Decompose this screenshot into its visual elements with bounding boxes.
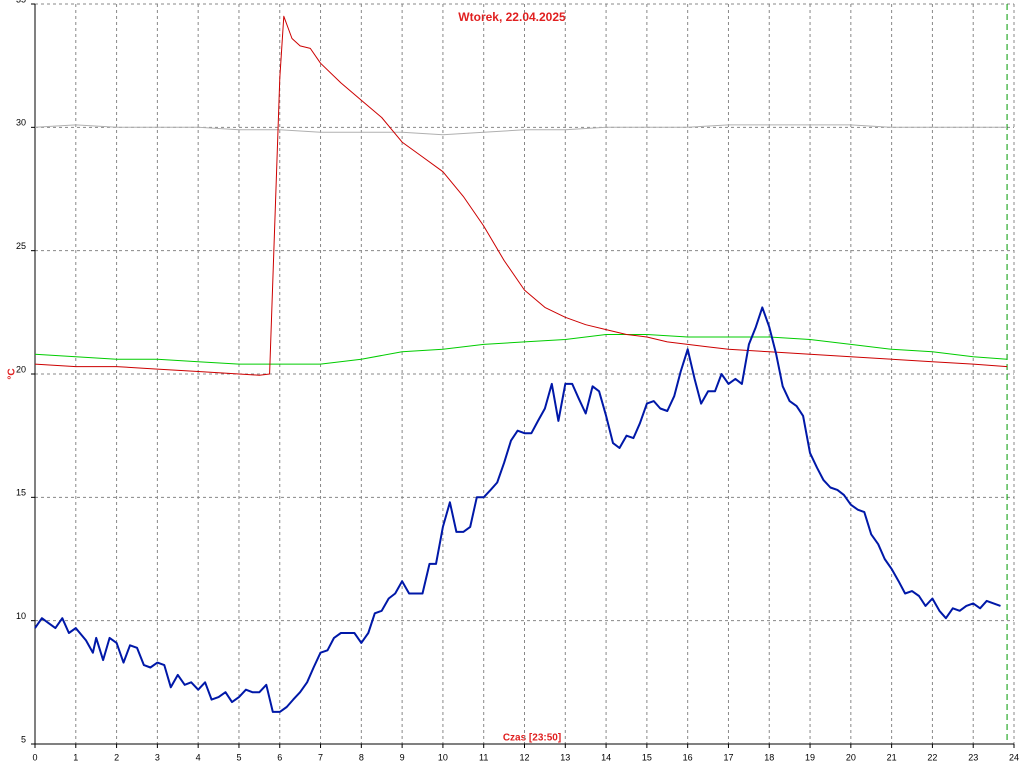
x-tick-label: 11 bbox=[479, 752, 488, 762]
x-tick-label: 15 bbox=[642, 752, 652, 762]
x-tick-label: 24 bbox=[1009, 752, 1019, 762]
x-tick-label: 12 bbox=[519, 752, 529, 762]
y-tick-label: 10 bbox=[16, 611, 26, 621]
y-tick-label: 35 bbox=[16, 0, 26, 4]
x-tick-label: 22 bbox=[927, 752, 937, 762]
series-line bbox=[34, 334, 1008, 365]
x-tick-label: 21 bbox=[887, 752, 897, 762]
x-tick-label: 8 bbox=[359, 752, 364, 762]
x-tick-label: 7 bbox=[318, 752, 323, 762]
y-tick-label: 15 bbox=[16, 488, 26, 498]
series-line bbox=[34, 15, 1008, 376]
y-tick-label: 25 bbox=[16, 241, 26, 251]
series-line bbox=[34, 124, 1008, 136]
x-tick-label: 0 bbox=[32, 752, 37, 762]
y-tick-label: 5 bbox=[21, 734, 26, 744]
chart-title: Wtorek, 22.04.2025 bbox=[458, 10, 566, 24]
y-axis-label: °C bbox=[7, 368, 18, 379]
x-axis-label: Czas [23:50] bbox=[503, 733, 561, 744]
x-tick-label: 2 bbox=[114, 752, 119, 762]
x-tick-label: 10 bbox=[438, 752, 448, 762]
x-tick-label: 13 bbox=[560, 752, 570, 762]
x-tick-label: 1 bbox=[73, 752, 78, 762]
x-tick-label: 3 bbox=[155, 752, 160, 762]
x-tick-label: 17 bbox=[723, 752, 733, 762]
x-tick-label: 23 bbox=[968, 752, 978, 762]
x-tick-label: 19 bbox=[805, 752, 815, 762]
series-line bbox=[34, 306, 1001, 713]
x-tick-label: 20 bbox=[846, 752, 856, 762]
y-tick-label: 30 bbox=[16, 118, 26, 128]
x-tick-label: 16 bbox=[683, 752, 693, 762]
x-tick-label: 9 bbox=[400, 752, 405, 762]
x-tick-label: 6 bbox=[277, 752, 282, 762]
x-tick-label: 5 bbox=[236, 752, 241, 762]
x-tick-label: 4 bbox=[196, 752, 201, 762]
x-tick-label: 18 bbox=[764, 752, 774, 762]
x-tick-label: 14 bbox=[601, 752, 611, 762]
y-tick-label: 20 bbox=[16, 364, 26, 374]
